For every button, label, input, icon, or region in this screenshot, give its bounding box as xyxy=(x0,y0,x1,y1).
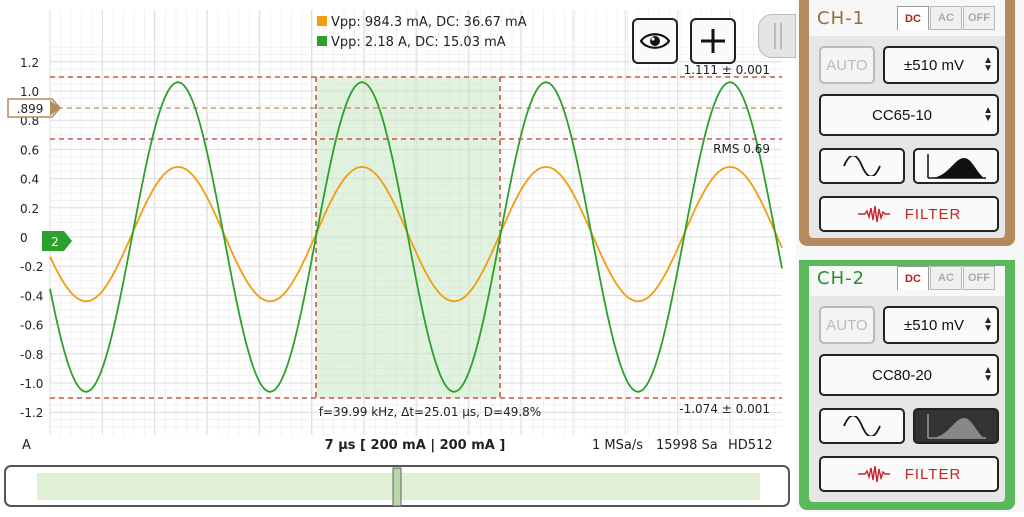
distribution-icon xyxy=(927,154,986,179)
ch1-legend-text: Vpp: 984.3 mA, DC: 36.67 mA xyxy=(331,15,527,30)
y-tick-label: -0.2 xyxy=(20,260,43,274)
eye-icon xyxy=(640,33,670,49)
scope-display[interactable]: 1.2 1.0 0.8 0.6 0.4 0.2 0 -0.2 -0.4 -0.6 -0.8 -1.0-… xyxy=(0,0,796,512)
ch2-auto-button[interactable]: AUTO xyxy=(819,306,875,344)
ch2-marker-label: 2 xyxy=(51,235,59,249)
y-tick-label: 1.2 xyxy=(20,56,39,70)
ch2-tab-off[interactable]: OFF xyxy=(963,266,995,290)
plus-icon xyxy=(701,29,725,53)
y-axis-ticks: 1.21.00.80.60.40.20-0.2-0.4-0.6-0.8-1.0-… xyxy=(20,56,43,420)
unit-label: A xyxy=(22,438,31,453)
y-tick-label: 0.4 xyxy=(20,173,39,187)
y-tick-label: 0.6 xyxy=(20,143,39,157)
ch1-waveform-view-button[interactable] xyxy=(819,148,905,184)
measurement-readout: f=39.99 kHz, Δt=25.01 µs, D=49.8% xyxy=(319,405,541,419)
y-tick-label: 0.2 xyxy=(20,202,39,216)
y-tick-label: 1.0 xyxy=(20,85,39,99)
ch1-settings: AUTO ±510 mV ▲ ▼ CC65-10 ▲ ▼ xyxy=(809,36,1005,238)
ch2-ground-marker[interactable]: 2 xyxy=(42,231,72,251)
ch1-tab-dc[interactable]: DC xyxy=(897,6,929,30)
overview-position-handle[interactable] xyxy=(392,467,402,507)
ch2-coupling-tabs: DC AC OFF xyxy=(897,266,996,294)
spinner-arrows-icon: ▲ ▼ xyxy=(983,365,993,384)
waveform-plot[interactable]: 1.21.00.80.60.40.20-0.2-0.4-0.6-0.8-1.0-… xyxy=(0,0,795,512)
ch1-range-value: ±510 mV xyxy=(904,56,964,74)
ch1-filter-label: FILTER xyxy=(904,205,962,223)
y-tick-label: -1.2 xyxy=(20,406,43,420)
ch1-probe-select[interactable]: CC65-10 ▲ ▼ xyxy=(819,94,999,136)
y-tick-label: -1.0 xyxy=(20,377,43,391)
ch1-auto-button[interactable]: AUTO xyxy=(819,46,875,84)
y-tick-label: 0 xyxy=(20,231,28,245)
ch2-waveform-view-button[interactable] xyxy=(819,408,905,444)
ch1-histogram-button[interactable] xyxy=(913,148,999,184)
ch1-tab-ac[interactable]: AC xyxy=(930,6,962,30)
panel-collapse-handle[interactable] xyxy=(758,14,796,58)
sine-wave-icon xyxy=(843,156,881,176)
add-button[interactable] xyxy=(690,18,736,64)
ch2-tab-dc[interactable]: DC xyxy=(897,266,929,290)
ch2-range-select[interactable]: ±510 mV ▲ ▼ xyxy=(883,306,999,344)
sample-rate: 1 MSa/s xyxy=(592,438,643,453)
sine-wave-icon xyxy=(843,416,881,436)
spinner-arrows-icon: ▲ ▼ xyxy=(983,105,993,124)
ch2-filter-button[interactable]: FILTER xyxy=(819,456,999,492)
ch2-tab-ac[interactable]: AC xyxy=(930,266,962,290)
ch2-probe-value: CC80-20 xyxy=(871,366,933,384)
ch2-title: CH-2 xyxy=(817,268,866,289)
ch2-filter-label: FILTER xyxy=(904,465,962,483)
waveform-overview-bar[interactable] xyxy=(4,465,790,507)
ch2-range-value: ±510 mV xyxy=(904,316,964,334)
channel-control-panel: CH-1 DC AC OFF AUTO ±510 mV ▲ ▼ CC65-10 ▲… xyxy=(796,0,1024,512)
filter-wave-icon xyxy=(857,465,890,483)
ch1-range-select[interactable]: ±510 mV ▲ ▼ xyxy=(883,46,999,84)
trigger-level-marker[interactable]: .899 xyxy=(7,98,62,118)
ch2-waveform xyxy=(49,81,783,393)
sample-count: 15998 Sa xyxy=(656,438,718,453)
y-tick-label: -0.8 xyxy=(20,348,43,362)
filter-wave-icon xyxy=(857,205,890,223)
distribution-icon xyxy=(927,414,986,439)
ch1-legend-swatch xyxy=(317,16,327,26)
ch2-probe-select[interactable]: CC80-20 ▲ ▼ xyxy=(819,354,999,396)
ch1-coupling-tabs: DC AC OFF xyxy=(897,6,996,34)
ch2-settings: AUTO ±510 mV ▲ ▼ CC80-20 ▲ ▼ xyxy=(809,296,1005,502)
ch1-panel: CH-1 DC AC OFF AUTO ±510 mV ▲ ▼ CC65-10 ▲… xyxy=(799,0,1015,246)
timebase-readout[interactable]: 7 µs [ 200 mA | 200 mA ] xyxy=(325,438,506,453)
trigger-level-value: .899 xyxy=(17,102,44,116)
spinner-arrows-icon: ▲ ▼ xyxy=(983,315,993,334)
y-tick-label: -0.6 xyxy=(20,319,43,333)
y-tick-label: -0.4 xyxy=(20,289,43,303)
rms-label: RMS 0.69 xyxy=(713,142,770,156)
ch1-waveform xyxy=(49,165,783,303)
ch2-panel: CH-2 DC AC OFF AUTO ±510 mV ▲ ▼ CC80-20 ▲… xyxy=(799,260,1015,510)
ch1-probe-value: CC65-10 xyxy=(871,106,933,124)
ch2-histogram-button[interactable] xyxy=(913,408,999,444)
visibility-button[interactable] xyxy=(632,18,678,64)
spinner-arrows-icon: ▲ ▼ xyxy=(983,55,993,74)
lower-cursor-label: -1.074 ± 0.001 xyxy=(679,402,770,416)
ch2-legend-text: Vpp: 2.18 A, DC: 15.03 mA xyxy=(331,35,506,50)
ch2-legend-swatch xyxy=(317,36,327,46)
upper-cursor-label: 1.111 ± 0.001 xyxy=(684,63,770,77)
ch1-tab-off[interactable]: OFF xyxy=(963,6,995,30)
ch1-filter-button[interactable]: FILTER xyxy=(819,196,999,232)
acquisition-mode: HD512 xyxy=(728,438,773,453)
ch1-title: CH-1 xyxy=(817,8,866,29)
